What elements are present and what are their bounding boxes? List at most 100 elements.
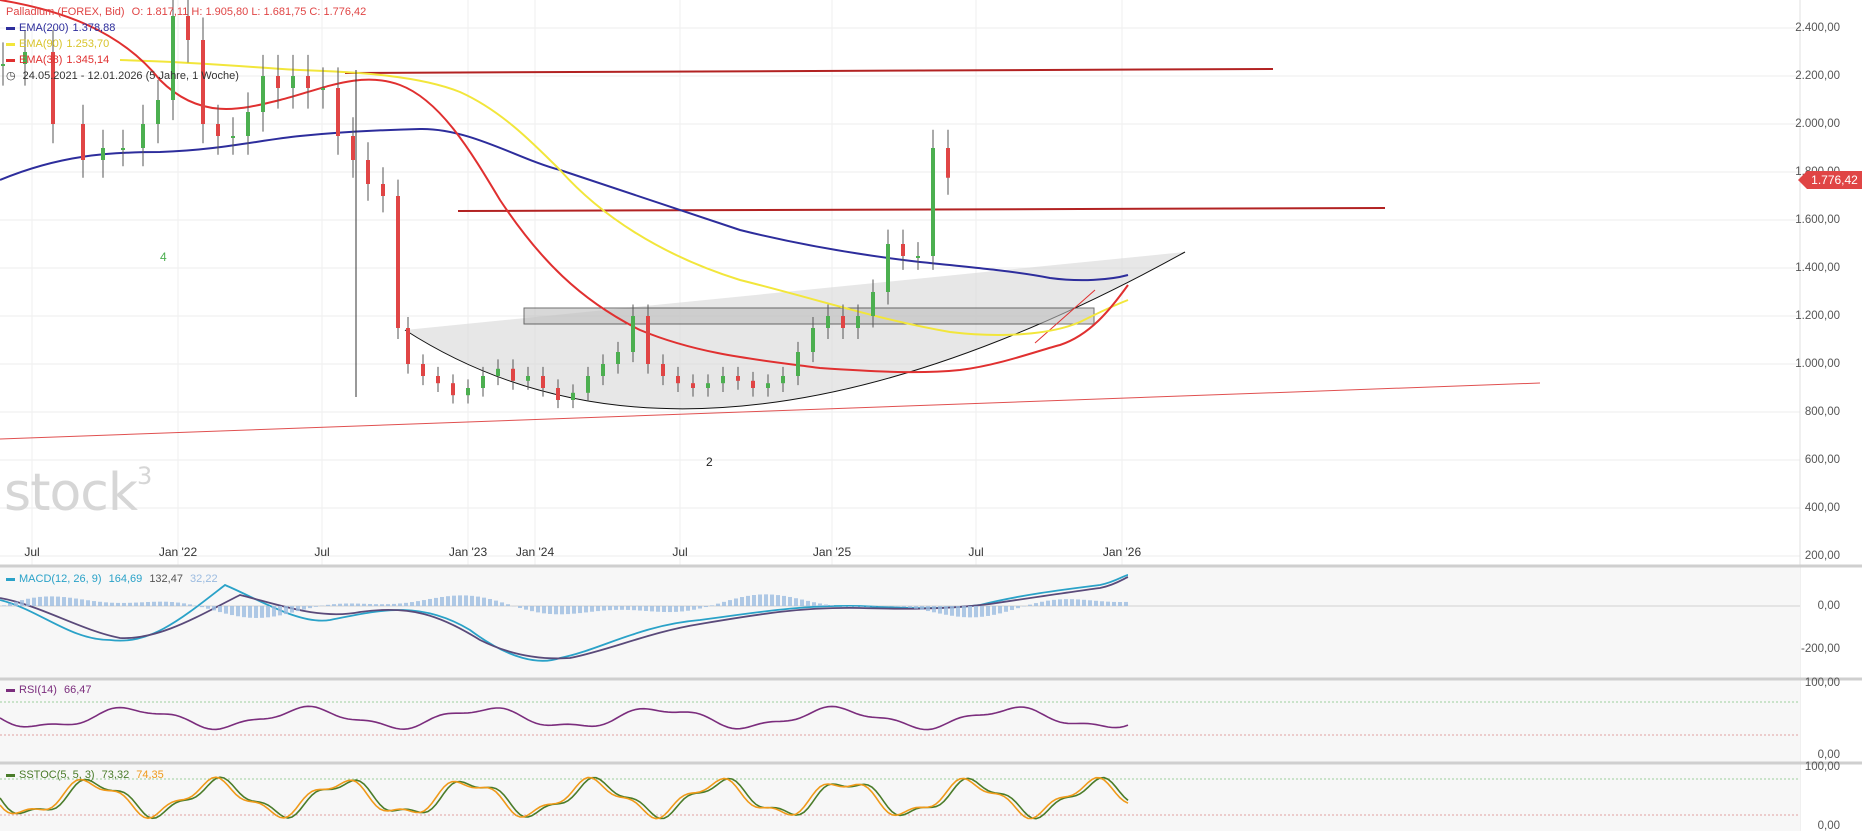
candle-body [646,316,650,364]
macd-hist-bar [416,601,420,606]
ema200-label: EMA(200) [19,22,69,34]
ohlc-values: O: 1.817,11 H: 1.905,80 L: 1.681,75 C: 1… [132,6,367,18]
resistance-line-middle[interactable] [458,208,1385,211]
macd-hist-bar [494,601,498,606]
macd-hist-bar [578,606,582,613]
candle-body [826,316,830,328]
macd-hist-bar [38,597,42,606]
y-tick-label: 800,00 [1805,406,1840,418]
macd-hist-bar [656,606,660,612]
x-tick-label: Jul [24,545,39,559]
macd-hist-bar [758,595,762,606]
macd-hist-bar [68,598,72,606]
x-tick-label: Jul [314,545,329,559]
legend-ema38[interactable]: EMA(38)1.345,14 [6,52,370,68]
macd-hist-bar [368,604,372,606]
sstoc-legend[interactable]: SSTOC(5, 5, 3) 73,32 74,35 [6,767,168,783]
macd-hist-bar [488,599,492,606]
macd-hist-bar [500,602,504,606]
macd-hist-bar [764,594,768,606]
ema38-swatch-icon [6,59,15,62]
macd-hist-bar [554,606,558,614]
rsi-ytick-0: 100,00 [1805,677,1840,689]
macd-hist-bar [128,603,132,606]
ema38-label: EMA(38) [19,54,62,66]
period-row[interactable]: ◷ 24.05.2021 - 12.01.2026 (5 Jahre, 1 Wo… [6,68,370,84]
macd-hist-bar [950,606,954,616]
macd-hist-bar [296,606,300,611]
macd-hist-bar [674,606,678,612]
macd-hist-bar [176,603,180,606]
candle-body [781,376,785,383]
macd-ytick-1: -200,00 [1801,643,1840,655]
macd-hist-bar [440,597,444,606]
macd-swatch-icon [6,578,15,581]
macd-hist-bar [476,597,480,606]
candle-body [421,364,425,376]
rsi-legend[interactable]: RSI(14) 66,47 [6,682,96,698]
macd-hist-bar [566,606,570,614]
y-tick-label: 2.400,00 [1795,22,1840,34]
macd-hist-bar [1082,600,1086,606]
macd-hist-bar [632,606,636,610]
candle-body [451,383,455,395]
title-row: Palladium (FOREX, Bid) O: 1.817,11 H: 1.… [6,4,370,20]
macd-hist-bar [728,600,732,606]
macd-hist-bar [164,602,168,606]
macd-hist-bar [206,606,210,609]
period-label: 24.05.2021 - 12.01.2026 (5 Jahre, 1 Woch… [23,70,239,82]
macd-hist-bar [704,606,708,607]
macd-hist-bar [242,606,246,617]
macd-hist-bar [278,606,282,615]
macd-hist-bar [434,598,438,606]
resistance-line-upper[interactable] [345,69,1273,73]
macd-hist-bar [530,606,534,611]
macd-hist-bar [50,596,54,606]
macd-hist-bar [968,606,972,617]
macd-hist-bar [980,606,984,617]
macd-hist-bar [692,606,696,610]
macd-hist-bar [986,606,990,616]
candle-body [231,136,235,138]
macd-hist-bar [134,603,138,606]
candle-body [841,316,845,328]
x-tick-label: Jul [968,545,983,559]
macd-hist-bar [782,596,786,606]
sstoc-title: SSTOC(5, 5, 3) [19,769,95,781]
candle-body [736,376,740,381]
candle-body [406,328,410,364]
macd-legend[interactable]: MACD(12, 26, 9) 164,69 132,47 32,22 [6,571,222,587]
macd-hist-bar [212,606,216,610]
macd-hist-bar [74,599,78,606]
macd-hist-bar [644,606,648,611]
candle-body [796,352,800,376]
candle-body [916,256,920,258]
macd-hist-bar [26,599,30,606]
legend-ema90[interactable]: EMA(90)1.253,70 [6,36,370,52]
candle-body [1,64,5,66]
rsi-panel-bg [0,679,1800,762]
wave-label-2: 2 [706,455,713,469]
macd-title: MACD(12, 26, 9) [19,573,102,585]
candle-body [901,244,905,256]
macd-hist-bar [1070,599,1074,606]
macd-hist-bar [734,598,738,606]
instrument-title[interactable]: Palladium (FOREX, Bid) [6,6,125,18]
macd-hist-bar [812,602,816,606]
candle-body [766,383,770,388]
macd-hist-bar [332,604,336,606]
macd-hist-bar [992,606,996,615]
y-tick-label: 200,00 [1805,550,1840,562]
macd-hist-bar [686,606,690,611]
macd-hist-bar [224,606,228,614]
macd-hist-bar [1100,601,1104,606]
candle-body [321,88,325,90]
macd-hist-bar [266,606,270,617]
macd-hist-bar [818,603,822,606]
x-tick-label: Jan '25 [813,545,851,559]
candle-body [871,292,875,316]
candle-body [396,196,400,328]
legend-ema200[interactable]: EMA(200)1.378,88 [6,20,370,36]
macd-hist-bar [122,603,126,606]
